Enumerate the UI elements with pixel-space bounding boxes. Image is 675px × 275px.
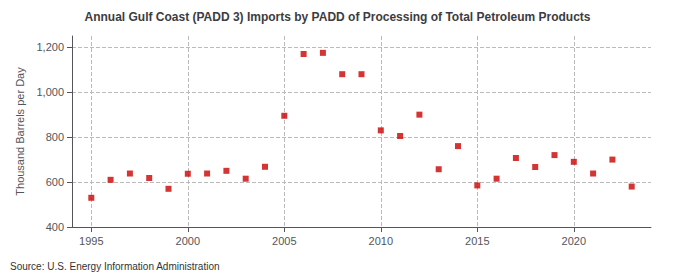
svg-text:400: 400 xyxy=(46,221,64,233)
svg-text:2010: 2010 xyxy=(369,235,393,247)
svg-text:1995: 1995 xyxy=(79,235,103,247)
svg-text:600: 600 xyxy=(46,176,64,188)
svg-text:2000: 2000 xyxy=(176,235,200,247)
svg-text:Thousand Barrels per Day: Thousand Barrels per Day xyxy=(14,67,26,196)
svg-text:1,200: 1,200 xyxy=(36,41,64,53)
svg-text:2020: 2020 xyxy=(562,235,586,247)
svg-text:Source: U.S. Energy Informatio: Source: U.S. Energy Information Administ… xyxy=(10,261,220,272)
svg-text:2005: 2005 xyxy=(272,235,296,247)
svg-text:2015: 2015 xyxy=(465,235,489,247)
svg-text:Annual Gulf Coast (PADD 3) Imp: Annual Gulf Coast (PADD 3) Imports by PA… xyxy=(84,10,590,24)
svg-text:1,000: 1,000 xyxy=(36,86,64,98)
svg-text:800: 800 xyxy=(46,131,64,143)
